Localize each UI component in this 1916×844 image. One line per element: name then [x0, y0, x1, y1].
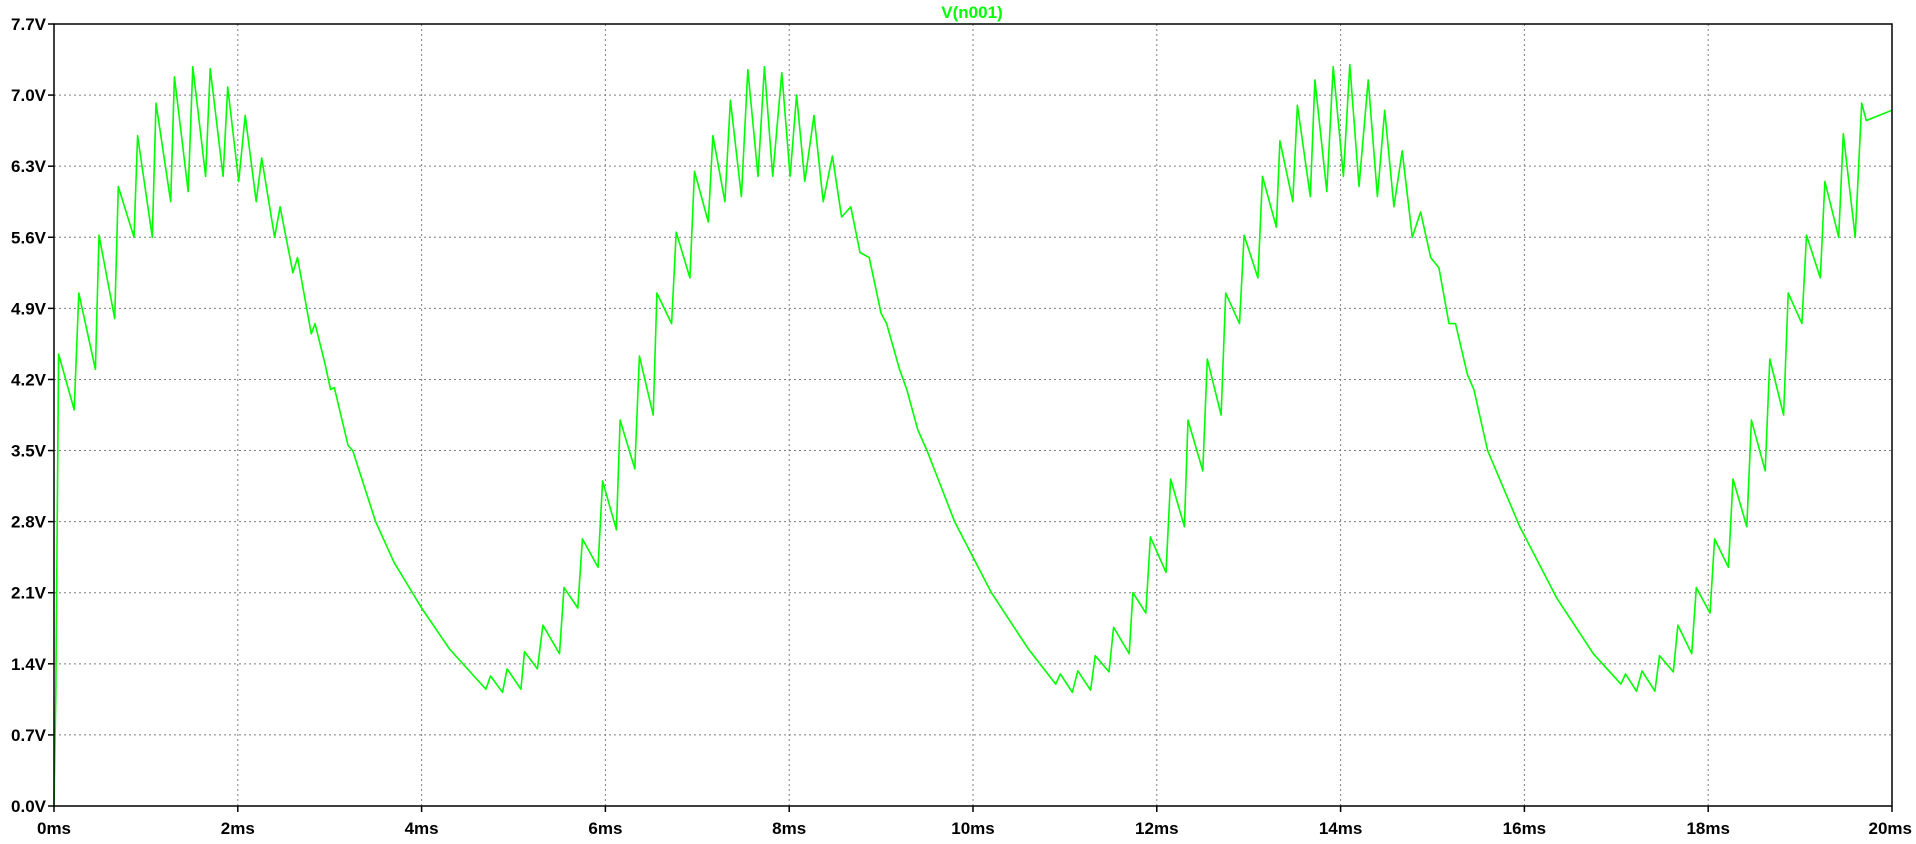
- x-tick-label: 12ms: [1135, 819, 1178, 838]
- y-tick-label: 3.5V: [11, 442, 47, 461]
- x-tick-label: 14ms: [1319, 819, 1362, 838]
- x-tick-label: 6ms: [588, 819, 622, 838]
- x-tick-label: 0ms: [37, 819, 71, 838]
- y-tick-label: 7.0V: [11, 86, 47, 105]
- trace-layer: [53, 63, 1893, 807]
- trace-title[interactable]: V(n001): [941, 3, 1002, 22]
- y-tick-label: 4.2V: [11, 370, 47, 389]
- y-tick-label: 6.3V: [11, 157, 47, 176]
- y-tick-label: 0.7V: [11, 726, 47, 745]
- y-tick-label: 0.0V: [11, 797, 47, 816]
- x-tick-label: 8ms: [772, 819, 806, 838]
- trace-v-n001: [53, 63, 1893, 807]
- grid-lines: [54, 24, 1892, 806]
- x-tick-label: 16ms: [1503, 819, 1546, 838]
- y-tick-label: 5.6V: [11, 228, 47, 247]
- x-tick-label: 2ms: [221, 819, 255, 838]
- x-tick-label: 4ms: [405, 819, 439, 838]
- axis-ticks: 0.0V 0.7V 1.4V 2.1V 2.8V 3.5V 4.2V 4.9V 5.6V 6.3V…: [11, 15, 1912, 838]
- y-tick-label: 1.4V: [11, 655, 47, 674]
- y-tick-label: 2.1V: [11, 584, 47, 603]
- y-tick-label: 4.9V: [11, 299, 47, 318]
- x-tick-label: 20ms: [1869, 819, 1912, 838]
- y-tick-label: 2.8V: [11, 513, 47, 532]
- x-tick-label: 18ms: [1686, 819, 1729, 838]
- x-tick-label: 10ms: [951, 819, 994, 838]
- y-tick-label: 7.7V: [11, 15, 47, 34]
